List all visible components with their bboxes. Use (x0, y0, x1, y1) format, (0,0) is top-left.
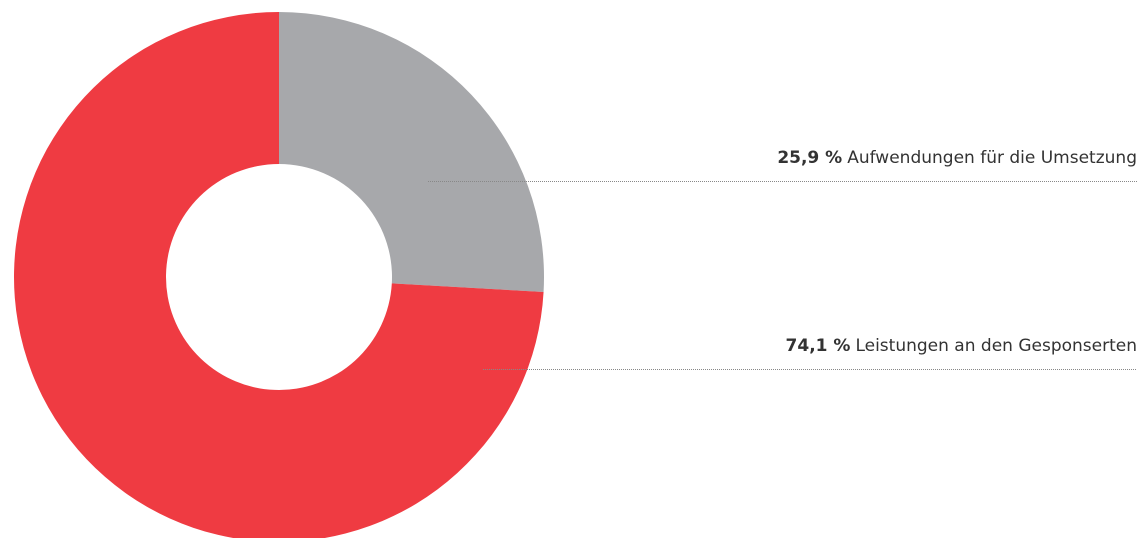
slice-label: 74,1 % Leistungen an den Gesponserten (786, 336, 1137, 356)
donut-slice (14, 12, 544, 538)
value-label: 25,9 % (777, 148, 842, 168)
category-label: Leistungen an den Gesponserten (855, 336, 1137, 356)
value-label: 74,1 % (786, 336, 851, 356)
category-label: Aufwendungen für die Umsetzung (847, 148, 1137, 168)
slice-label: 25,9 % Aufwendungen für die Umsetzung (777, 148, 1137, 168)
donut-slice (279, 12, 544, 292)
